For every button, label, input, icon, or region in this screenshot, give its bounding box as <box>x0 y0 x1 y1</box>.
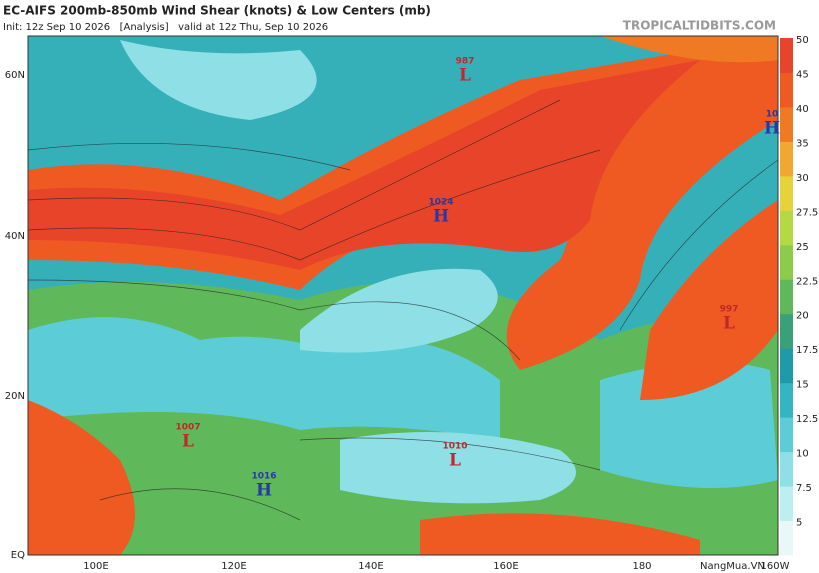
center-value: 1016 <box>251 472 276 482</box>
colorbar-swatch <box>780 382 793 418</box>
colorbar-swatch <box>780 210 793 246</box>
lon-label: 100E <box>83 561 108 572</box>
colorbar-swatch <box>780 520 793 556</box>
colorbar-label: 22.5 <box>796 276 818 287</box>
center-value: 1010 <box>442 442 467 452</box>
colorbar-label: 10 <box>796 449 809 460</box>
colorbar-swatch <box>780 244 793 280</box>
colorbar-label: 17.5 <box>796 345 818 356</box>
center-symbol: L <box>449 451 461 471</box>
colorbar-label: 45 <box>796 69 809 80</box>
title: EC-AIFS 200mb-850mb Wind Shear (knots) &… <box>3 4 431 18</box>
lon-label: 120E <box>221 561 246 572</box>
center-symbol: L <box>459 66 471 86</box>
colorbar-label: 35 <box>796 138 809 149</box>
colorbar-label: 30 <box>796 173 809 184</box>
lon-label: 180 <box>632 561 651 572</box>
colorbar-swatch <box>780 417 793 453</box>
colorbar-label: 20 <box>796 311 809 322</box>
center-value: 10 <box>766 110 779 120</box>
colorbar-swatch <box>780 348 793 384</box>
center-value: 1024 <box>428 198 453 208</box>
colorbar-swatch <box>780 451 793 487</box>
colorbar-label: 25 <box>796 242 809 253</box>
map <box>28 36 778 555</box>
colorbar-swatch <box>780 106 793 142</box>
colorbar-label: 27.5 <box>796 207 818 218</box>
subtitle: Init: 12z Sep 10 2026 [Analysis] valid a… <box>3 22 328 33</box>
center-symbol: H <box>433 207 449 227</box>
colorbar-swatch <box>780 279 793 315</box>
site: TROPICALTIDBITS.COM <box>623 19 776 33</box>
colorbar-swatch <box>780 141 793 177</box>
colorbar-label: 15 <box>796 380 809 391</box>
center-symbol: L <box>182 432 194 452</box>
center-symbol: H <box>256 481 272 501</box>
lat-label: 60N <box>5 70 25 81</box>
center-value: 997 <box>720 305 739 315</box>
colorbar-label: 40 <box>796 104 809 115</box>
colorbar-label: 12.5 <box>796 414 818 425</box>
center-value: 987 <box>456 57 475 67</box>
lat-label: EQ <box>11 550 25 561</box>
lon-label: 160E <box>493 561 518 572</box>
center-symbol: L <box>723 314 735 334</box>
watermark: NangMua.VN <box>700 561 765 572</box>
colorbar-swatch <box>780 175 793 211</box>
colorbar-label: 7.5 <box>796 483 812 494</box>
colorbar-swatch <box>780 313 793 349</box>
colorbar-label: 50 <box>796 35 809 46</box>
lat-label: 20N <box>5 391 25 402</box>
lon-label: 140E <box>358 561 383 572</box>
colorbar-swatch <box>780 38 793 73</box>
colorbar-swatch <box>780 486 793 522</box>
lon-label: 160W <box>761 561 790 572</box>
lat-label: 40N <box>5 231 25 242</box>
colorbar-swatch <box>780 72 793 108</box>
center-value: 1007 <box>175 423 200 433</box>
map-frame <box>27 35 779 556</box>
center-symbol: H <box>764 119 780 139</box>
colorbar-label: 5 <box>796 518 802 529</box>
